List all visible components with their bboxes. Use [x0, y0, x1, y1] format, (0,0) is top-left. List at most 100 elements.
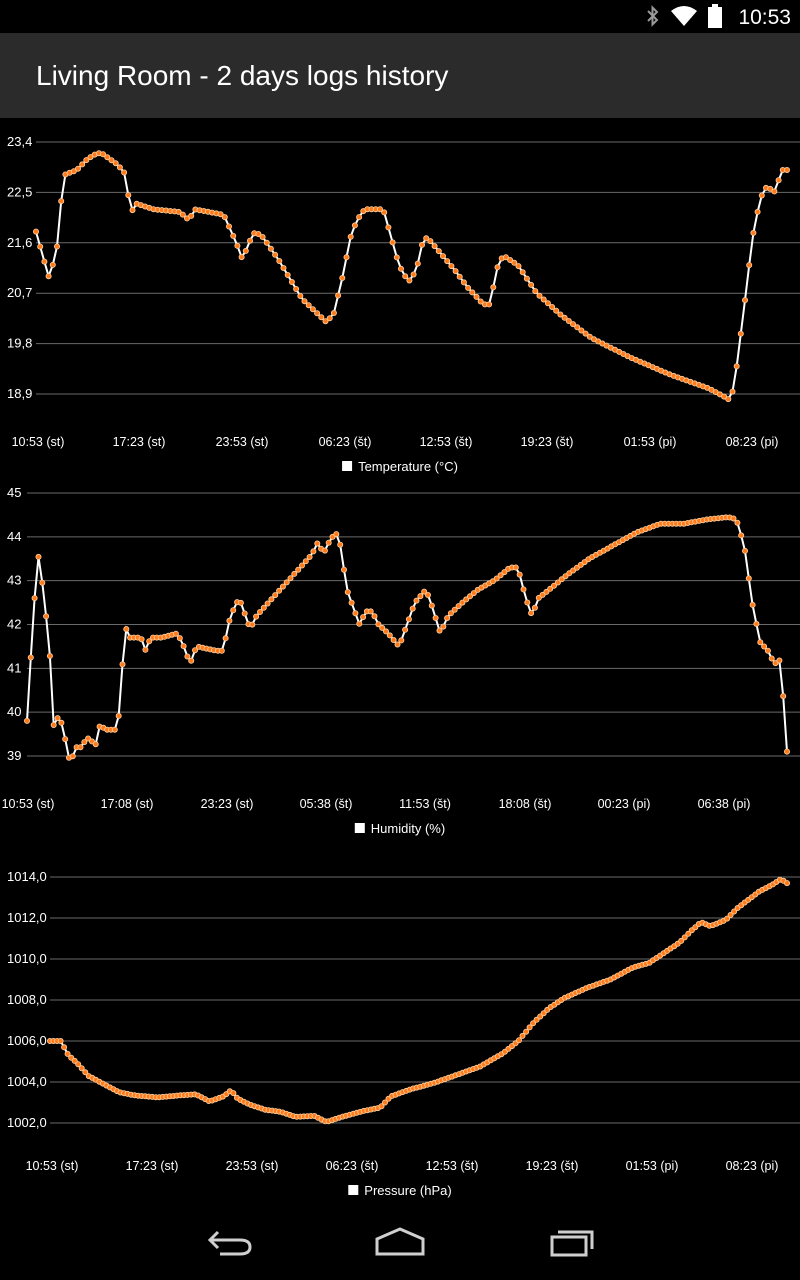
- x-tick-label: 06:23 (št): [319, 435, 372, 449]
- back-icon: [207, 1230, 252, 1256]
- data-point: [253, 613, 260, 620]
- home-button[interactable]: [360, 1220, 440, 1264]
- data-point: [49, 261, 56, 268]
- legend-label: Humidity (%): [371, 821, 445, 836]
- data-point: [75, 165, 82, 172]
- x-tick-label: 12:53 (št): [420, 435, 473, 449]
- data-point: [539, 591, 546, 598]
- data-point: [761, 643, 768, 650]
- y-tick-label: 23,4: [7, 134, 32, 149]
- data-point: [58, 719, 65, 726]
- y-tick-label: 43: [7, 573, 21, 588]
- back-button[interactable]: [190, 1220, 270, 1264]
- data-point: [172, 630, 179, 637]
- data-point: [554, 579, 561, 586]
- data-point: [298, 562, 305, 569]
- data-point: [217, 211, 224, 218]
- data-point: [421, 588, 428, 595]
- data-point: [775, 177, 782, 184]
- data-point: [497, 572, 504, 579]
- data-point: [402, 626, 409, 633]
- data-point: [565, 317, 572, 324]
- data-point: [284, 271, 291, 278]
- data-point: [431, 243, 438, 250]
- x-tick-label: 12:53 (št): [426, 1159, 479, 1173]
- data-point: [288, 278, 295, 285]
- data-point: [238, 254, 245, 261]
- y-tick-label: 45: [7, 485, 21, 500]
- data-point: [104, 154, 111, 161]
- data-point: [337, 541, 344, 548]
- data-point: [574, 324, 581, 331]
- data-point: [764, 647, 771, 654]
- data-point: [557, 311, 564, 318]
- x-tick-label: 08:23 (pi): [726, 1159, 779, 1173]
- data-point: [321, 547, 328, 554]
- data-point: [750, 229, 757, 236]
- data-point: [116, 164, 123, 171]
- data-point: [314, 540, 321, 547]
- data-point: [742, 297, 749, 304]
- data-point: [111, 726, 118, 733]
- data-point: [222, 635, 229, 642]
- recent-apps-button[interactable]: [532, 1220, 612, 1264]
- data-point: [129, 207, 136, 214]
- data-point: [276, 257, 283, 264]
- status-bar: 10:53: [0, 0, 800, 33]
- battery-icon: [708, 4, 722, 28]
- data-point: [326, 315, 333, 322]
- data-point: [218, 647, 225, 654]
- data-point: [330, 309, 337, 316]
- data-point: [225, 223, 232, 230]
- chart-3: 1014,0 1012,0 1010,0 1008,0 1006,0 1004,0 1002…: [7, 869, 800, 1198]
- data-point: [309, 306, 316, 313]
- data-point: [340, 566, 347, 573]
- data-point: [241, 610, 248, 617]
- data-point: [511, 259, 518, 266]
- data-point: [54, 715, 61, 722]
- data-point: [385, 224, 392, 231]
- data-point: [226, 617, 233, 624]
- data-point: [259, 233, 266, 240]
- x-tick-label: 00:23 (pi): [598, 797, 651, 811]
- data-point: [393, 254, 400, 261]
- data-point: [62, 736, 69, 743]
- data-point: [146, 638, 153, 645]
- data-point: [771, 188, 778, 195]
- data-point: [69, 753, 76, 760]
- data-point: [179, 211, 186, 218]
- data-point: [43, 613, 50, 620]
- data-point: [501, 569, 508, 576]
- data-point: [176, 635, 183, 642]
- data-point: [82, 1069, 89, 1076]
- data-point: [360, 614, 367, 621]
- data-point: [356, 214, 363, 221]
- data-point: [536, 292, 543, 299]
- data-point: [33, 228, 40, 235]
- x-tick-label: 10:53 (st): [26, 1159, 79, 1173]
- x-tick-label: 23:53 (st): [216, 435, 269, 449]
- data-point: [256, 609, 263, 616]
- y-tick-label: 19,8: [7, 336, 32, 351]
- data-point: [112, 160, 119, 167]
- data-point: [531, 604, 538, 611]
- data-point: [561, 314, 568, 321]
- data-point: [549, 303, 556, 310]
- data-point: [77, 744, 84, 751]
- data-point: [780, 693, 787, 700]
- data-point: [301, 298, 308, 305]
- data-point: [444, 615, 451, 622]
- data-point: [745, 575, 752, 582]
- data-point: [276, 587, 283, 594]
- data-point: [742, 547, 749, 554]
- data-point: [123, 626, 130, 633]
- data-point: [263, 239, 270, 246]
- data-point: [678, 937, 685, 944]
- data-point: [191, 647, 198, 654]
- home-icon: [375, 1227, 425, 1256]
- data-point: [306, 554, 313, 561]
- data-point: [343, 254, 350, 261]
- data-point: [494, 264, 501, 271]
- data-point: [344, 589, 351, 596]
- legend-label: Temperature (°C): [358, 459, 458, 474]
